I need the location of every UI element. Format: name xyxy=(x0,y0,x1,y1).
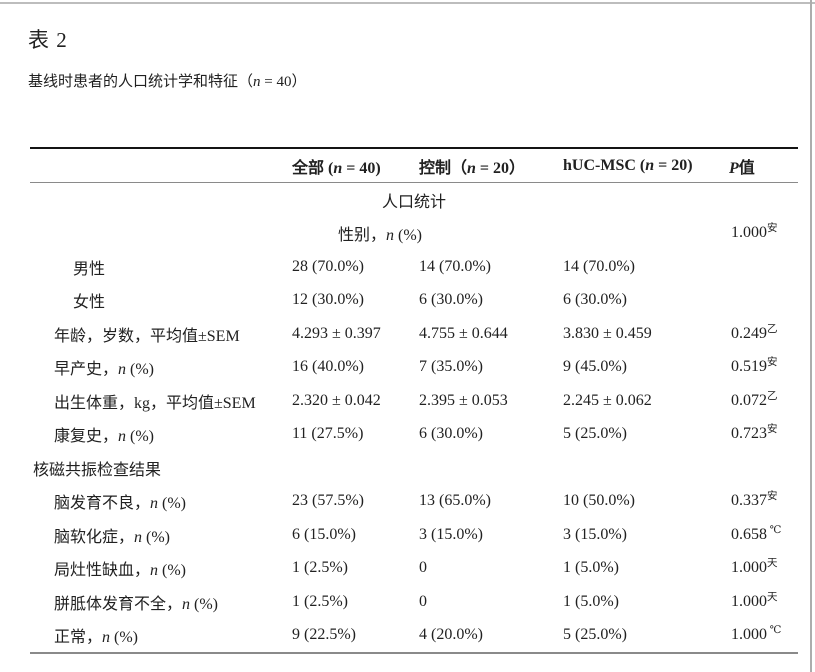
cell-all: 12 (30.0%) xyxy=(292,291,364,309)
row-label: 脑发育不良，n (%) xyxy=(54,495,186,513)
cell-hucmsc: 3.830 ± 0.459 xyxy=(563,324,652,342)
table-header-row: 全部 (n = 40) 控制（n = 20） hUC-MSC (n = 20) … xyxy=(30,147,798,183)
pvalue-superscript: ℃ xyxy=(767,625,782,637)
row-label: 正常，n (%) xyxy=(54,629,138,647)
cell-control: 13 (65.0%) xyxy=(419,492,491,510)
table-row: 男性 28 (70.0%) 14 (70.0%) 14 (70.0%) xyxy=(30,250,798,284)
cell-pvalue: 1.000天 xyxy=(731,591,778,610)
row-label: 人口统计 xyxy=(381,193,446,211)
cell-all: 28 (70.0%) xyxy=(292,257,364,275)
row-label: 脑软化症，n (%) xyxy=(54,528,170,546)
cell-all: 16 (40.0%) xyxy=(292,358,364,376)
cell-all: 1 (2.5%) xyxy=(292,559,348,577)
pvalue-superscript: 安 xyxy=(767,357,778,369)
table-row: 出生体重，kg，平均值±SEM 2.320 ± 0.042 2.395 ± 0.… xyxy=(30,384,798,418)
cell-hucmsc: 2.245 ± 0.062 xyxy=(563,391,652,409)
cell-hucmsc: 9 (45.0%) xyxy=(563,358,627,376)
table-row: 局灶性缺血，n (%) 1 (2.5%) 0 1 (5.0%) 1.000天 xyxy=(30,552,798,586)
row-label: 早产史，n (%) xyxy=(54,361,154,379)
pvalue-superscript: 天 xyxy=(767,558,778,570)
cell-all: 2.320 ± 0.042 xyxy=(292,391,381,409)
baseline-characteristics-table: 全部 (n = 40) 控制（n = 20） hUC-MSC (n = 20) … xyxy=(30,147,798,654)
pvalue-superscript: ℃ xyxy=(767,524,782,536)
cell-all: 11 (27.5%) xyxy=(292,425,364,443)
cell-control: 0 xyxy=(419,592,427,610)
cell-pvalue: 0.337安 xyxy=(731,491,778,510)
table-row: 脑发育不良，n (%) 23 (57.5%) 13 (65.0%) 10 (50… xyxy=(30,485,798,519)
cell-pvalue: 1.000天 xyxy=(731,558,778,577)
cell-hucmsc: 5 (25.0%) xyxy=(563,425,627,443)
cell-control: 4 (20.0%) xyxy=(419,626,483,644)
row-label: 核磁共振检查结果 xyxy=(33,461,162,479)
cell-hucmsc: 6 (30.0%) xyxy=(563,291,627,309)
row-label: 女性 xyxy=(73,294,106,312)
cell-hucmsc: 5 (25.0%) xyxy=(563,626,627,644)
table-row: 性别，n (%) 1.000安 xyxy=(30,217,798,251)
cell-control: 0 xyxy=(419,559,427,577)
cell-hucmsc: 14 (70.0%) xyxy=(563,257,635,275)
page-edge-right xyxy=(810,0,812,672)
table-row: 女性 12 (30.0%) 6 (30.0%) 6 (30.0%) xyxy=(30,284,798,318)
pvalue-superscript: 安 xyxy=(767,424,778,436)
table-body: 人口统计 性别，n (%) 1.000安 男性 28 (70.0%) 14 (7… xyxy=(30,183,798,654)
row-label: 出生体重，kg，平均值±SEM xyxy=(54,394,256,412)
cell-hucmsc: 1 (5.0%) xyxy=(563,592,619,610)
cell-control: 4.755 ± 0.644 xyxy=(419,324,508,342)
table-row: 人口统计 xyxy=(30,183,798,217)
row-label: 男性 xyxy=(73,260,106,278)
cell-pvalue: 0.723安 xyxy=(731,424,778,443)
row-label: 胼胝体发育不全，n (%) xyxy=(54,595,218,613)
table-row: 胼胝体发育不全，n (%) 1 (2.5%) 0 1 (5.0%) 1.000天 xyxy=(30,585,798,619)
caption-n-italic: n xyxy=(253,74,261,90)
cell-control: 6 (30.0%) xyxy=(419,425,483,443)
col-header-hucmsc: hUC-MSC (n = 20) xyxy=(563,156,693,174)
row-label: 康复史，n (%) xyxy=(54,428,154,446)
table-row: 脑软化症，n (%) 6 (15.0%) 3 (15.0%) 3 (15.0%)… xyxy=(30,518,798,552)
cell-all: 23 (57.5%) xyxy=(292,492,364,510)
cell-pvalue: 0.249乙 xyxy=(731,323,778,342)
pvalue-superscript: 乙 xyxy=(767,323,778,335)
table-row: 年龄，岁数，平均值±SEM 4.293 ± 0.397 4.755 ± 0.64… xyxy=(30,317,798,351)
table-row: 正常，n (%) 9 (22.5%) 4 (20.0%) 5 (25.0%) 1… xyxy=(30,619,798,653)
cell-all: 4.293 ± 0.397 xyxy=(292,324,381,342)
table-row: 核磁共振检查结果 xyxy=(30,451,798,485)
col-header-pvalue: P值 xyxy=(729,159,755,177)
cell-pvalue: 0.072乙 xyxy=(731,390,778,409)
caption-text: 基线时患者的人口统计学和特征（ xyxy=(28,74,254,90)
cell-pvalue: 0.519安 xyxy=(731,357,778,376)
cell-control: 7 (35.0%) xyxy=(419,358,483,376)
row-label: 性别，n (%) xyxy=(338,227,422,245)
cell-all: 9 (22.5%) xyxy=(292,626,356,644)
table-row: 康复史，n (%) 11 (27.5%) 6 (30.0%) 5 (25.0%)… xyxy=(30,418,798,452)
cell-hucmsc: 3 (15.0%) xyxy=(563,525,627,543)
pvalue-superscript: 安 xyxy=(767,491,778,503)
cell-control: 6 (30.0%) xyxy=(419,291,483,309)
pvalue-superscript: 乙 xyxy=(767,390,778,402)
cell-pvalue: 1.000安 xyxy=(731,223,778,242)
pvalue-superscript: 安 xyxy=(767,223,778,235)
table-row: 早产史，n (%) 16 (40.0%) 7 (35.0%) 9 (45.0%)… xyxy=(30,351,798,385)
table-caption: 基线时患者的人口统计学和特征（n = 40） xyxy=(28,70,306,91)
col-header-all: 全部 (n = 40) xyxy=(292,159,381,177)
pvalue-superscript: 天 xyxy=(767,591,778,603)
cell-pvalue: 1.000 ℃ xyxy=(731,625,782,644)
cell-hucmsc: 10 (50.0%) xyxy=(563,492,635,510)
row-label: 年龄，岁数，平均值±SEM xyxy=(54,327,240,345)
caption-text-end: = 40） xyxy=(260,74,307,90)
cell-control: 2.395 ± 0.053 xyxy=(419,391,508,409)
cell-control: 14 (70.0%) xyxy=(419,257,491,275)
col-header-control: 控制（n = 20） xyxy=(419,159,526,177)
cell-all: 1 (2.5%) xyxy=(292,592,348,610)
cell-all: 6 (15.0%) xyxy=(292,525,356,543)
cell-hucmsc: 1 (5.0%) xyxy=(563,559,619,577)
cell-control: 3 (15.0%) xyxy=(419,525,483,543)
row-label: 局灶性缺血，n (%) xyxy=(54,562,186,580)
table-number-title: 表 2 xyxy=(28,28,68,52)
page-edge-top xyxy=(0,2,815,4)
cell-pvalue: 0.658 ℃ xyxy=(731,524,782,543)
